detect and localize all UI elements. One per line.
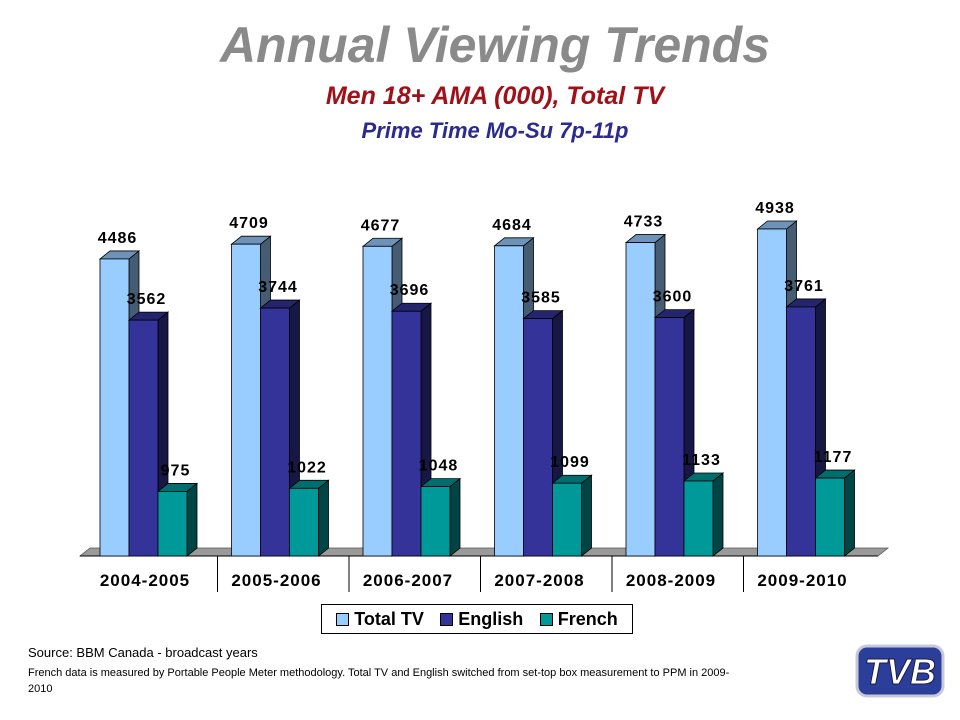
bar-2-4 (683, 480, 714, 557)
data-label-2-5: 1177 (814, 449, 853, 466)
x-tick-label-0: 2004-2005 (100, 571, 190, 590)
page-title: Annual Viewing Trends (219, 17, 771, 73)
bar-2-5 (815, 477, 845, 557)
logo-text: TVB (864, 651, 936, 692)
bar-0-3 (494, 245, 524, 557)
data-label-0-3: 4684 (492, 217, 532, 234)
x-tick-label-1: 2005-2006 (231, 571, 321, 590)
data-label-1-5: 3761 (784, 278, 824, 295)
legend-item-english: English (440, 609, 523, 630)
legend-swatch-english (440, 612, 454, 626)
data-label-0-4: 4733 (624, 214, 664, 231)
x-tick-label-4: 2008-2009 (626, 571, 716, 590)
bar-0-4 (625, 242, 656, 557)
data-label-1-4: 3600 (653, 289, 693, 306)
bar-side-2-3 (581, 474, 592, 557)
data-label-1-3: 3585 (521, 290, 561, 307)
data-label-1-0: 3562 (127, 291, 167, 308)
bar-side-2-5 (844, 469, 855, 557)
bar-1-3 (523, 318, 553, 557)
legend-swatch-total-tv (336, 612, 350, 626)
legend-item-total-tv: Total TV (336, 609, 424, 630)
tvb-logo: TVB (855, 644, 945, 698)
bar-1-5 (786, 306, 816, 557)
bar-side-2-4 (712, 472, 724, 557)
source-text: Source: BBM Canada - broadcast years (28, 645, 258, 660)
legend-label-english: English (458, 608, 524, 629)
methodology-note: French data is measured by Portable Peop… (28, 667, 730, 695)
legend-item-french: French (539, 608, 618, 630)
chart-subtitle: Men 18+ AMA (000), Total TV (325, 82, 665, 110)
bar-1-0 (128, 319, 159, 557)
data-label-0-0: 4486 (98, 230, 138, 247)
bar-2-1 (289, 487, 319, 557)
data-label-2-4: 1133 (682, 452, 721, 469)
bar-2-2 (420, 486, 451, 557)
x-tick-label-5: 2009-2010 (757, 571, 847, 590)
bar-0-5 (757, 228, 787, 557)
bar-2-0 (157, 491, 188, 557)
data-label-0-1: 4709 (229, 215, 269, 232)
x-tick-label-2: 2006-2007 (363, 571, 453, 590)
bar-1-4 (654, 317, 685, 557)
chart-legend: Total TV English French (321, 604, 633, 634)
bar-1-2 (391, 310, 422, 557)
x-tick-label-3: 2007-2008 (494, 571, 584, 590)
data-label-2-3: 1099 (550, 454, 590, 471)
data-label-2-2: 1048 (419, 458, 459, 475)
bar-2-3 (552, 482, 582, 557)
bar-1-1 (260, 307, 290, 557)
data-label-0-2: 4677 (361, 217, 401, 234)
data-label-0-5: 4938 (755, 200, 795, 217)
bar-side-2-2 (449, 477, 461, 557)
legend-swatch-french (539, 612, 553, 626)
bar-side-2-1 (318, 479, 329, 557)
data-label-2-1: 1022 (287, 459, 327, 476)
data-label-1-2: 3696 (390, 282, 430, 299)
chart-daypart: Prime Time Mo-Su 7p-11p (361, 118, 629, 143)
bar-0-2 (362, 245, 393, 557)
bar-0-0 (99, 258, 130, 557)
legend-label-french: French (557, 608, 618, 629)
bar-side-2-0 (186, 482, 198, 557)
bar-0-1 (231, 243, 261, 557)
legend-label-total-tv: Total TV (354, 608, 424, 629)
data-label-2-0: 975 (161, 462, 191, 479)
data-label-1-1: 3744 (258, 279, 298, 296)
